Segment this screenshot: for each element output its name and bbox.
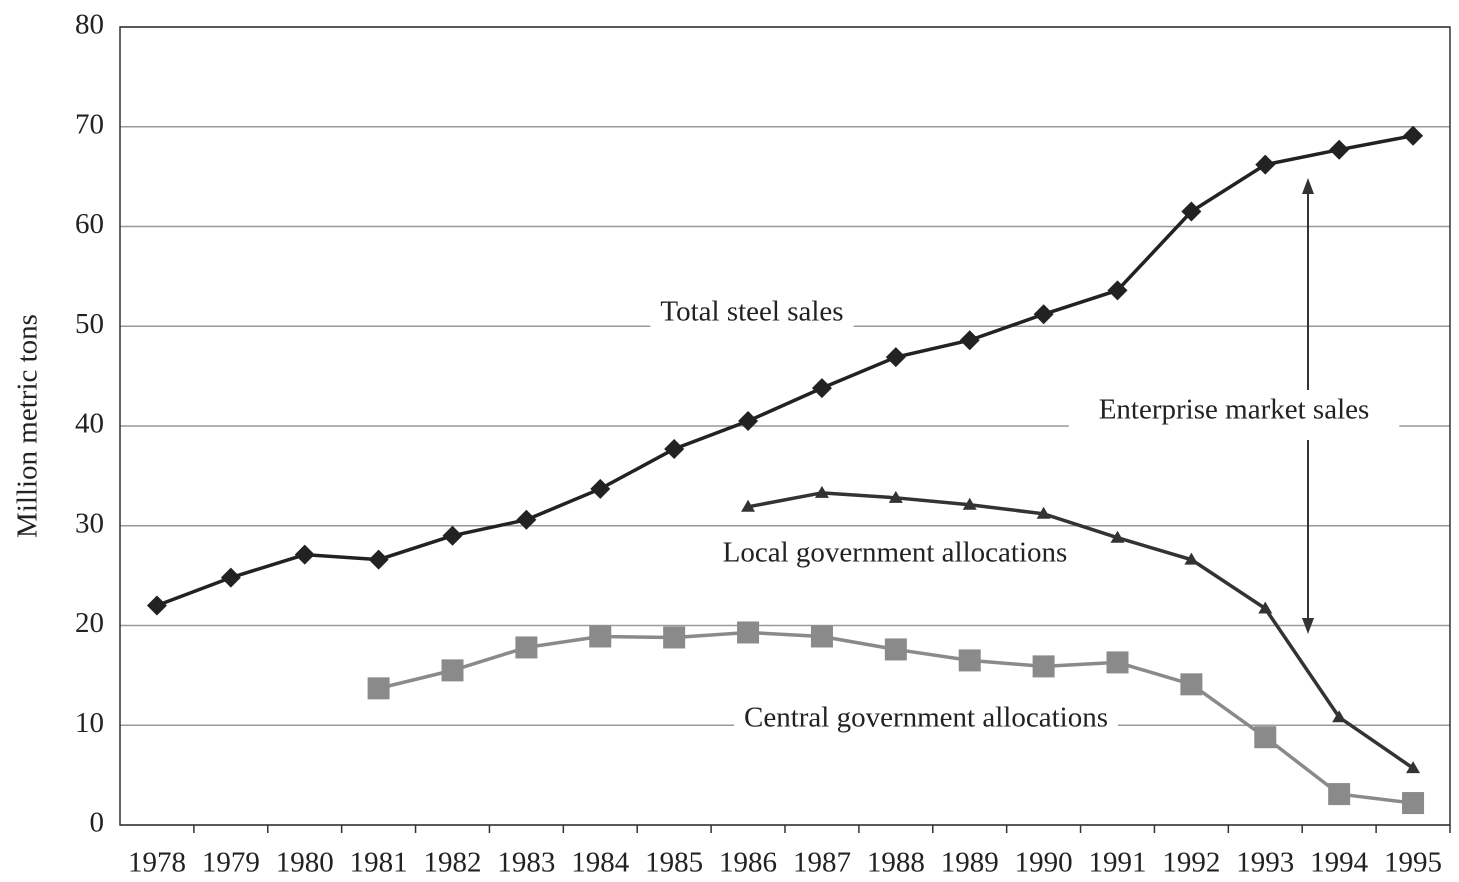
marker <box>516 509 537 530</box>
marker <box>1328 783 1351 806</box>
marker <box>590 478 611 499</box>
x-tick-label: 1981 <box>350 847 408 879</box>
series-label: Local government allocations <box>723 537 1068 569</box>
marker <box>1406 761 1421 774</box>
x-tick-label: 1991 <box>1089 847 1147 879</box>
marker <box>367 677 390 700</box>
y-tick-label: 70 <box>75 108 104 140</box>
marker <box>515 636 538 659</box>
marker <box>663 626 686 649</box>
x-tick-label: 1980 <box>276 847 334 879</box>
marker <box>441 659 464 682</box>
marker <box>884 638 907 661</box>
marker <box>741 499 756 512</box>
x-tick-label: 1985 <box>645 847 703 879</box>
marker <box>664 438 685 459</box>
x-tick-label: 1988 <box>867 847 925 879</box>
marker <box>146 595 167 616</box>
label-background <box>1068 383 1400 436</box>
marker <box>1033 304 1054 325</box>
marker <box>442 525 463 546</box>
x-tick-label: 1990 <box>1015 847 1073 879</box>
marker <box>1032 655 1055 678</box>
series-line <box>747 491 1415 770</box>
marker <box>1181 201 1202 222</box>
marker <box>811 378 832 399</box>
y-axis-label: Million metric tons <box>12 314 44 538</box>
marker <box>958 649 981 672</box>
marker <box>589 625 612 648</box>
marker <box>1180 673 1203 696</box>
marker <box>888 490 903 503</box>
marker <box>738 411 759 432</box>
series-label: Total steel sales <box>660 296 843 328</box>
y-tick-label: 0 <box>90 807 105 839</box>
label-backgrounds <box>650 295 1400 734</box>
series-line <box>156 134 1414 608</box>
x-tick-label: 1987 <box>793 847 851 879</box>
x-tick-label: 1994 <box>1310 847 1369 879</box>
x-tick-label: 1982 <box>424 847 482 879</box>
x-tick-label: 1984 <box>571 847 630 879</box>
label-background <box>733 701 1119 734</box>
marker <box>294 544 315 565</box>
marker <box>1402 792 1425 815</box>
x-tick-label: 1983 <box>497 847 555 879</box>
x-tick-label: 1995 <box>1384 847 1442 879</box>
y-tick-label: 60 <box>75 208 104 240</box>
annotation: Enterprise market sales <box>1099 394 1370 426</box>
x-tick-label: 1989 <box>941 847 999 879</box>
series-label: Central government allocations <box>744 702 1108 734</box>
x-tick-label: 1992 <box>1162 847 1220 879</box>
label-background <box>650 295 854 328</box>
arrow-head <box>1302 178 1314 194</box>
y-tick-label: 30 <box>75 507 104 539</box>
marker <box>1258 601 1273 614</box>
x-tick-label: 1979 <box>202 847 260 879</box>
marker <box>885 347 906 368</box>
chart-content: 0 10 20 30 40 50 60 70 80 1978 1979 1980 1981 1982 198… <box>75 9 1442 879</box>
marker <box>1255 154 1276 175</box>
arrow-head <box>1302 618 1314 634</box>
x-tick-label: 1986 <box>719 847 777 879</box>
y-tick-label: 20 <box>75 607 104 639</box>
marker <box>1332 710 1347 723</box>
y-tick-label: 50 <box>75 308 104 340</box>
y-tick-label: 10 <box>75 707 104 739</box>
marker <box>959 330 980 351</box>
marker <box>368 549 389 570</box>
marker <box>1107 280 1128 301</box>
marker <box>1403 125 1424 146</box>
y-tick-label: 40 <box>75 408 104 440</box>
marker <box>1254 726 1277 749</box>
marker <box>962 497 977 510</box>
y-tick-label: 80 <box>75 9 104 41</box>
marker <box>1110 530 1125 543</box>
x-tick-label: 1978 <box>128 847 186 879</box>
marker <box>1329 139 1350 160</box>
label-background <box>712 536 1078 569</box>
marker <box>810 625 833 648</box>
marker <box>737 621 760 644</box>
marker <box>1036 506 1051 519</box>
x-tick-label: 1993 <box>1236 847 1294 879</box>
marker <box>814 485 829 498</box>
marker <box>1184 552 1199 565</box>
marker <box>1106 651 1129 674</box>
marker <box>220 567 241 588</box>
